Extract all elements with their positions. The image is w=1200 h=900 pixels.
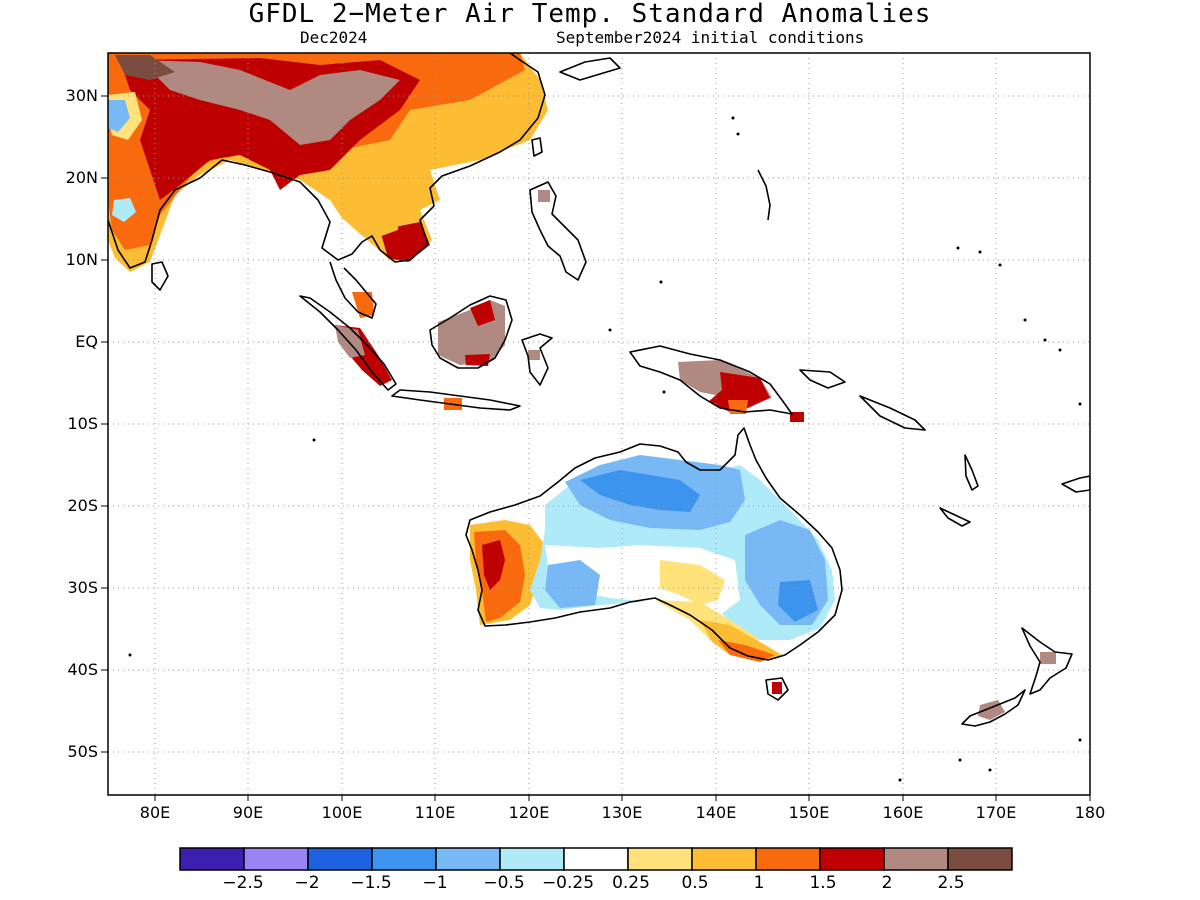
australia-cold-core (580, 470, 700, 512)
colorbar-label: −2.5 (222, 873, 264, 893)
borneo (429, 295, 513, 369)
colorbar-label: −1.5 (350, 873, 392, 893)
lat-label-30s: 30S (67, 578, 98, 597)
colorbar-label: 0.25 (612, 873, 650, 893)
nz-north (1021, 627, 1073, 695)
lon-label-80e: 80E (139, 803, 171, 822)
colorbar-label: 2 (881, 873, 893, 893)
colorbar-swatch (243, 847, 309, 871)
australia-east-core (778, 580, 818, 622)
australia-coast (465, 427, 843, 661)
indochina-red (380, 222, 430, 262)
pacific-red-spot (790, 412, 804, 422)
lon-label-150e: 150E (788, 803, 830, 822)
colorbar-label: −0.25 (541, 873, 595, 893)
indochina-orange (340, 180, 400, 240)
lon-label-90e: 90E (232, 803, 264, 822)
newguinea-red (708, 372, 770, 412)
colorbar-swatch (691, 847, 757, 871)
java (391, 389, 521, 411)
sumatra (299, 295, 397, 391)
australia-south-red (718, 640, 775, 662)
lon-label-140e: 140E (695, 803, 737, 822)
australia-west-red (482, 540, 505, 590)
asia-darkbrown-field (115, 55, 175, 80)
init-conditions-label: September2024 initial conditions (556, 28, 865, 47)
colorbar-label: 0.5 (681, 873, 709, 893)
colorbar-swatch (371, 847, 437, 871)
small-islands (128, 116, 1082, 782)
colorbar-swatch (499, 847, 565, 871)
lon-label-120e: 120E (508, 803, 550, 822)
grid-lines (108, 53, 1090, 795)
coastlines (108, 53, 1090, 727)
sulawesi-field (528, 350, 540, 360)
vanuatu (964, 454, 979, 491)
asia-coastline (108, 53, 546, 269)
sulawesi (521, 333, 553, 386)
colorbar-label: 1 (753, 873, 765, 893)
lat-label-30n: 30N (65, 86, 98, 105)
colorbar-label: −0.5 (483, 873, 525, 893)
borneo-red (470, 300, 495, 326)
nz-brown-north (1040, 652, 1056, 664)
colorbar-swatch (819, 847, 885, 871)
lat-label-20s: 20S (67, 496, 98, 515)
asia-brown-field (140, 60, 400, 145)
lat-label-eq: EQ (75, 332, 98, 351)
bismarck (799, 369, 846, 389)
australia-cold-patch-south (545, 560, 600, 608)
japan-south (559, 57, 621, 81)
solomons (859, 395, 926, 431)
fiji (1061, 475, 1090, 493)
colorbar-swatch (755, 847, 821, 871)
colorbar-swatch (179, 847, 245, 871)
lon-label-130e: 130E (601, 803, 643, 822)
lat-label-50s: 50S (67, 742, 98, 761)
tasmania-red (772, 682, 782, 694)
tibet-cold-field (108, 100, 130, 132)
colorbar-label: 2.5 (937, 873, 965, 893)
india-cold-spot (112, 198, 136, 222)
srilanka (151, 261, 169, 291)
new-caledonia (939, 507, 971, 527)
malay-peninsula (329, 261, 377, 319)
colorbar (179, 847, 1013, 871)
philippines (529, 181, 587, 281)
colorbar-label: 1.5 (809, 873, 837, 893)
colorbar-swatch (947, 847, 1013, 871)
colorbar-swatch (307, 847, 373, 871)
lat-label-20n: 20N (65, 168, 98, 187)
luzon-field (538, 190, 550, 202)
lon-label-170e: 170E (975, 803, 1017, 822)
map-title: GFDL 2−Meter Air Temp. Standard Anomalie… (248, 0, 932, 29)
valid-month-label: Dec2024 (300, 28, 368, 47)
lon-label-110e: 110E (414, 803, 456, 822)
newguinea (629, 345, 793, 415)
lat-label-40s: 40S (67, 660, 98, 679)
borneo-south-red (465, 354, 490, 366)
colorbar-swatch (563, 847, 629, 871)
anomaly-fields (108, 53, 1056, 720)
lat-label-10s: 10S (67, 414, 98, 433)
malaya-field (352, 292, 374, 318)
lon-label-160e: 160E (882, 803, 924, 822)
colorbar-swatch (435, 847, 501, 871)
north-pacific-island-arc (757, 169, 771, 221)
colorbar-swatch (627, 847, 693, 871)
taiwan (531, 137, 543, 157)
axis-ticks (101, 95, 1091, 801)
colorbar-label: −1 (422, 873, 448, 893)
lon-label-180: 180 (1074, 803, 1106, 822)
nz-south (961, 689, 1026, 727)
australia-yellow (660, 560, 725, 605)
lon-label-100e: 100E (321, 803, 363, 822)
colorbar-label: −2 (294, 873, 320, 893)
lat-label-10n: 10N (65, 250, 98, 269)
tasmania (765, 677, 789, 701)
colorbar-swatch (883, 847, 949, 871)
